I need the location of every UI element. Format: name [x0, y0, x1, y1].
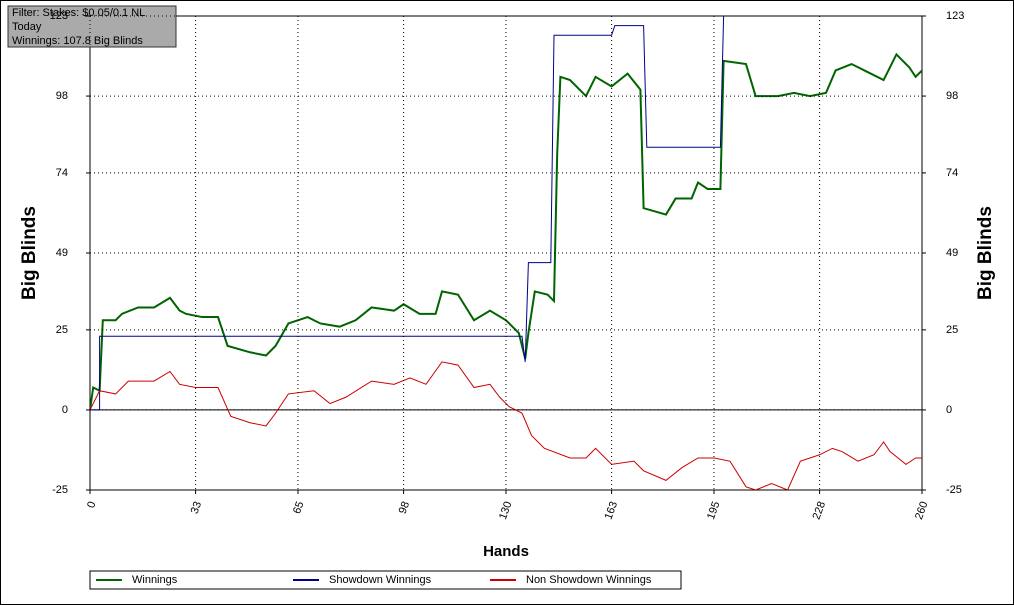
y-tick-label: 98: [56, 90, 68, 102]
y2-tick-label: 98: [946, 90, 958, 102]
filter-text: Filter: Stakes: $0.05/0.1 NL: [12, 7, 145, 19]
y2-tick-label: 49: [946, 247, 958, 259]
y-tick-label: -25: [52, 484, 68, 496]
x-tick-label: 98: [397, 500, 412, 516]
y-tick-label: 123: [50, 10, 68, 22]
x-tick-label: 260: [913, 500, 931, 521]
legend-label: Non Showdown Winnings: [526, 574, 652, 586]
y2-tick-label: 74: [946, 167, 958, 179]
y-axis-label: Big Blinds: [19, 206, 40, 300]
x-tick-label: 33: [189, 500, 204, 516]
x-tick-label: 228: [811, 500, 829, 521]
y2-axis-label: Big Blinds: [975, 206, 996, 300]
y-tick-label: 74: [56, 167, 68, 179]
x-tick-label: 0: [85, 500, 98, 510]
y2-tick-label: 123: [946, 10, 964, 22]
filter-box: [7, 5, 177, 48]
legend: [89, 570, 682, 590]
y2-tick-label: 0: [946, 404, 952, 416]
legend-label: Showdown Winnings: [329, 574, 432, 586]
y-tick-label: 49: [56, 247, 68, 259]
x-tick-label: 195: [705, 500, 723, 521]
y-tick-label: 0: [62, 404, 68, 416]
x-tick-label: 163: [603, 500, 621, 521]
x-tick-label: 65: [291, 500, 306, 516]
filter-text: Today: [12, 21, 42, 33]
x-axis-label: Hands: [483, 543, 529, 560]
y2-tick-label: 25: [946, 324, 958, 336]
filter-text: Winnings: 107.8 Big Blinds: [12, 35, 143, 47]
y-tick-label: 25: [56, 324, 68, 336]
series-line: [90, 361, 922, 490]
y2-tick-label: -25: [946, 484, 962, 496]
legend-label: Winnings: [132, 574, 178, 586]
series-line: [90, 16, 725, 411]
x-tick-label: 130: [497, 500, 515, 521]
